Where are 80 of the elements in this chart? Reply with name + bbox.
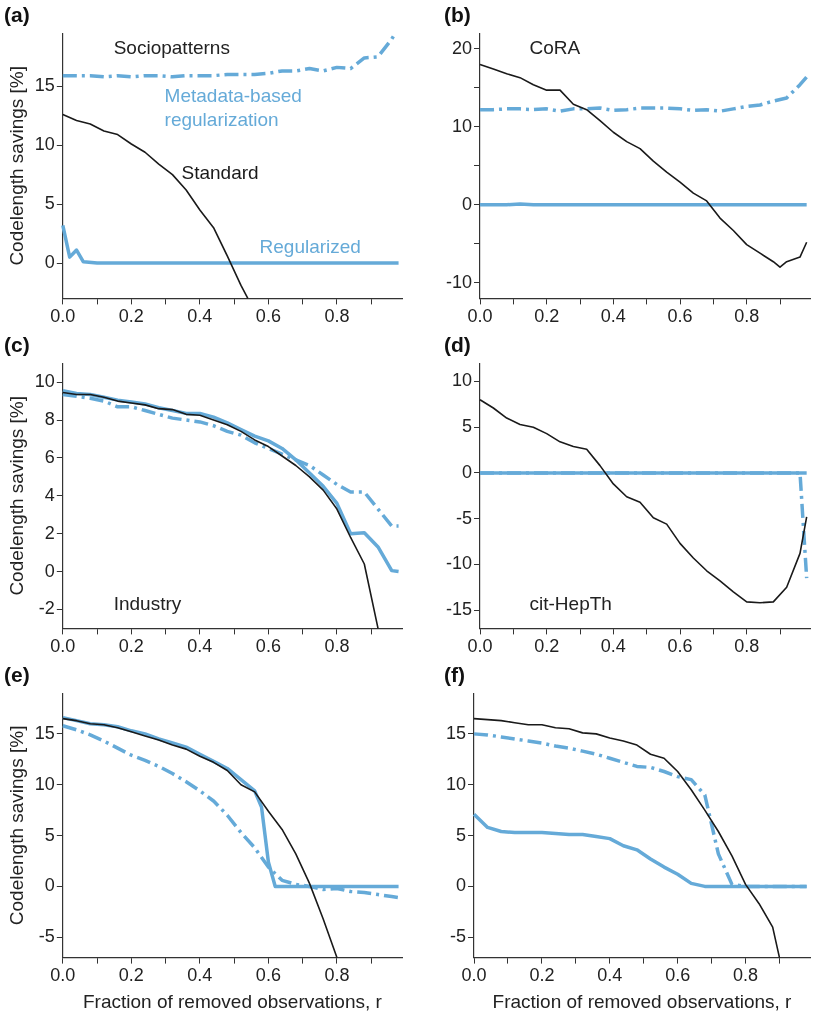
y-tick-label: -5 <box>456 507 473 528</box>
x-tick-label: 0.2 <box>118 636 144 657</box>
y-tick-label: 5 <box>462 416 473 437</box>
x-tick-label: 0.2 <box>529 965 555 986</box>
x-tick-label: 0.6 <box>665 965 691 986</box>
x-tick-label: 0.4 <box>600 306 626 327</box>
x-tick-label: 0.4 <box>187 965 213 986</box>
x-tick-label: 0.4 <box>600 636 626 657</box>
y-tick-label: 10 <box>34 134 55 155</box>
x-tick-label: 0.8 <box>324 306 350 327</box>
y-tick-label: 5 <box>44 824 55 845</box>
y-tick-label: 15 <box>445 722 467 743</box>
x-tick-label: 0.8 <box>324 636 350 657</box>
y-tick-label: 20 <box>451 37 473 58</box>
x-tick-label: 0.8 <box>734 306 760 327</box>
y-axis-title: Codelength savings [%] <box>5 65 27 266</box>
x-tick-label: 0.2 <box>534 306 560 327</box>
y-tick-label: 0 <box>462 461 473 482</box>
chart-title: (e) <box>4 663 30 687</box>
x-tick-label: 0.4 <box>187 636 213 657</box>
y-tick-label: -10 <box>446 553 473 574</box>
y-tick-label: 10 <box>451 115 473 136</box>
x-tick-label: 0.6 <box>667 306 693 327</box>
x-axis-title: Fraction of removed observations, r <box>492 990 793 1012</box>
x-tick-label: 0.6 <box>255 636 281 657</box>
x-tick-label: 0.2 <box>118 965 144 986</box>
x-tick-label: 0.0 <box>50 636 76 657</box>
x-axis-title: Fraction of removed observations, r <box>82 990 383 1012</box>
y-tick-label: -5 <box>450 926 467 947</box>
x-tick-label: 0.0 <box>50 306 76 327</box>
y-tick-label: -10 <box>446 271 473 292</box>
y-tick-label: 0 <box>44 560 55 581</box>
annotation: cit-HepTh <box>529 592 612 614</box>
line-series <box>478 75 809 113</box>
y-tick-label: 10 <box>34 371 55 392</box>
y-axis-title: Codelength savings [%] <box>5 725 27 926</box>
x-tick-label: 0.0 <box>461 965 487 986</box>
series-label: Metadata-based regularization <box>164 85 302 131</box>
y-tick-label: 0 <box>44 875 55 896</box>
x-tick-label: 0.8 <box>734 636 760 657</box>
chart-title: (a) <box>4 3 30 27</box>
x-tick-label: 0.4 <box>187 306 213 327</box>
annotation: Industry <box>113 592 182 614</box>
x-tick-label: 0.6 <box>255 306 281 327</box>
x-tick-label: 0.8 <box>733 965 759 986</box>
y-tick-label: -5 <box>38 926 55 947</box>
y-tick-label: 2 <box>44 522 55 543</box>
chart-title: (c) <box>4 333 30 357</box>
x-tick-label: 0.4 <box>597 965 623 986</box>
x-tick-label: 0.8 <box>324 965 350 986</box>
y-tick-label: 15 <box>34 75 55 96</box>
x-tick-label: 0.6 <box>667 636 693 657</box>
annotation: CoRA <box>529 37 581 59</box>
chart-title: (f) <box>444 663 465 687</box>
y-tick-label: -2 <box>38 598 55 619</box>
annotation: Sociopatterns <box>113 37 230 59</box>
x-tick-label: 0.6 <box>255 965 281 986</box>
y-axis-title: Codelength savings [%] <box>5 395 27 596</box>
x-tick-label: 0.2 <box>534 636 560 657</box>
x-tick-label: 0.0 <box>467 306 493 327</box>
series-label: Regularized <box>259 236 361 258</box>
y-tick-label: 6 <box>44 446 55 467</box>
y-tick-label: 4 <box>44 484 55 505</box>
y-tick-label: 0 <box>456 875 467 896</box>
y-tick-label: 0 <box>44 252 55 273</box>
x-tick-label: 0.0 <box>467 636 493 657</box>
y-tick-label: -15 <box>446 599 473 620</box>
chart-title: (b) <box>444 3 471 27</box>
y-tick-label: 10 <box>451 370 473 391</box>
chart-title: (d) <box>444 333 471 357</box>
x-tick-label: 0.2 <box>118 306 144 327</box>
series-label: Standard <box>181 162 259 184</box>
y-tick-label: 0 <box>462 193 473 214</box>
y-tick-label: 5 <box>44 193 55 214</box>
y-tick-label: 10 <box>445 773 467 794</box>
y-tick-label: 5 <box>456 824 467 845</box>
y-tick-label: 10 <box>34 773 55 794</box>
y-tick-label: 15 <box>34 722 55 743</box>
y-tick-label: 8 <box>44 409 55 429</box>
x-tick-label: 0.0 <box>50 965 76 986</box>
